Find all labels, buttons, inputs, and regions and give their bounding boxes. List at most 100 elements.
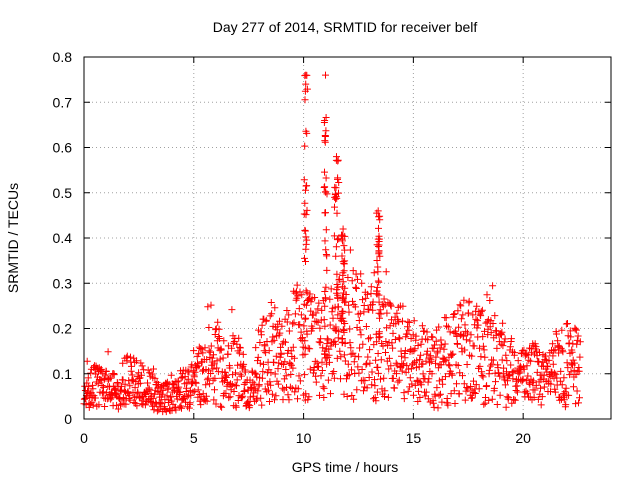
data-point xyxy=(283,307,291,314)
data-point xyxy=(453,332,461,340)
data-point xyxy=(274,380,282,388)
data-point xyxy=(422,388,430,396)
data-point xyxy=(417,381,425,389)
data-point xyxy=(467,383,475,390)
data-point xyxy=(377,375,384,383)
data-point xyxy=(456,301,464,309)
axis-ticks: 0 0.1 0.2 0.3 0.4 0.5 0.6 0.7 0.8 0 5 10 15 20 xyxy=(53,49,611,446)
data-point xyxy=(197,401,205,409)
data-point xyxy=(357,331,365,339)
data-point xyxy=(339,314,347,322)
y-tick-label: 0.1 xyxy=(53,366,73,382)
data-point xyxy=(440,345,448,353)
data-point xyxy=(282,338,289,346)
data-point xyxy=(343,393,351,400)
data-point xyxy=(444,401,452,409)
data-point xyxy=(216,355,224,363)
data-point xyxy=(346,339,354,347)
data-point xyxy=(150,365,157,373)
data-point xyxy=(572,326,580,334)
data-point xyxy=(566,371,574,379)
data-point xyxy=(335,328,343,336)
data-point xyxy=(276,353,284,361)
data-point xyxy=(434,404,442,412)
data-point xyxy=(323,360,331,368)
data-point xyxy=(379,342,387,350)
data-point xyxy=(374,369,382,377)
data-point xyxy=(101,371,109,379)
data-point xyxy=(565,339,573,347)
data-point xyxy=(382,338,390,345)
data-point xyxy=(561,388,569,396)
data-point xyxy=(293,281,301,289)
data-point xyxy=(167,371,175,379)
data-point xyxy=(341,320,349,327)
data-point xyxy=(478,372,486,379)
data-point xyxy=(488,395,496,403)
data-point xyxy=(294,292,302,300)
data-point xyxy=(295,372,303,380)
data-point xyxy=(400,395,408,403)
data-point xyxy=(340,267,348,275)
data-point xyxy=(224,350,232,358)
data-point xyxy=(315,363,322,371)
data-point xyxy=(403,330,411,338)
data-point xyxy=(321,138,329,146)
data-point xyxy=(283,318,291,326)
data-point xyxy=(450,387,458,395)
data-point xyxy=(307,307,315,315)
data-point xyxy=(226,364,234,372)
data-point xyxy=(425,375,433,383)
data-point xyxy=(306,365,314,373)
data-point xyxy=(133,402,141,410)
data-point xyxy=(426,359,433,367)
data-point xyxy=(480,346,488,354)
data-point xyxy=(272,352,280,360)
data-point xyxy=(256,359,264,367)
data-point xyxy=(303,236,311,244)
data-point xyxy=(573,340,581,348)
data-point xyxy=(301,87,309,95)
data-point xyxy=(435,323,443,331)
data-point xyxy=(301,344,309,352)
data-point xyxy=(113,401,121,409)
data-point xyxy=(196,345,204,352)
data-point xyxy=(334,174,342,182)
data-point xyxy=(334,334,342,342)
data-point xyxy=(375,328,383,336)
data-point xyxy=(564,320,571,327)
data-point xyxy=(306,345,314,353)
data-point xyxy=(332,195,339,203)
data-point xyxy=(373,257,381,264)
data-point xyxy=(562,384,570,392)
data-point xyxy=(459,372,466,380)
data-point xyxy=(493,344,501,352)
data-point xyxy=(94,380,102,388)
data-point xyxy=(331,337,339,345)
data-point xyxy=(447,390,455,398)
data-point xyxy=(352,283,360,291)
data-point xyxy=(540,383,548,391)
data-point xyxy=(375,334,383,342)
data-point xyxy=(321,168,328,176)
data-point xyxy=(312,309,320,317)
data-point xyxy=(201,344,209,352)
data-point xyxy=(403,362,411,370)
data-point xyxy=(399,317,406,325)
data-point xyxy=(339,296,347,304)
data-point xyxy=(320,316,328,324)
data-point xyxy=(449,350,457,358)
data-point xyxy=(373,283,381,291)
data-point xyxy=(375,213,383,221)
data-point xyxy=(576,394,583,402)
data-point xyxy=(184,375,192,383)
data-point xyxy=(549,360,557,368)
data-point xyxy=(345,301,353,309)
data-point xyxy=(334,311,342,319)
data-point xyxy=(507,335,515,343)
data-point xyxy=(276,317,283,325)
data-point xyxy=(254,353,262,361)
data-point xyxy=(478,306,486,314)
data-point xyxy=(281,358,289,366)
data-point xyxy=(241,387,249,395)
